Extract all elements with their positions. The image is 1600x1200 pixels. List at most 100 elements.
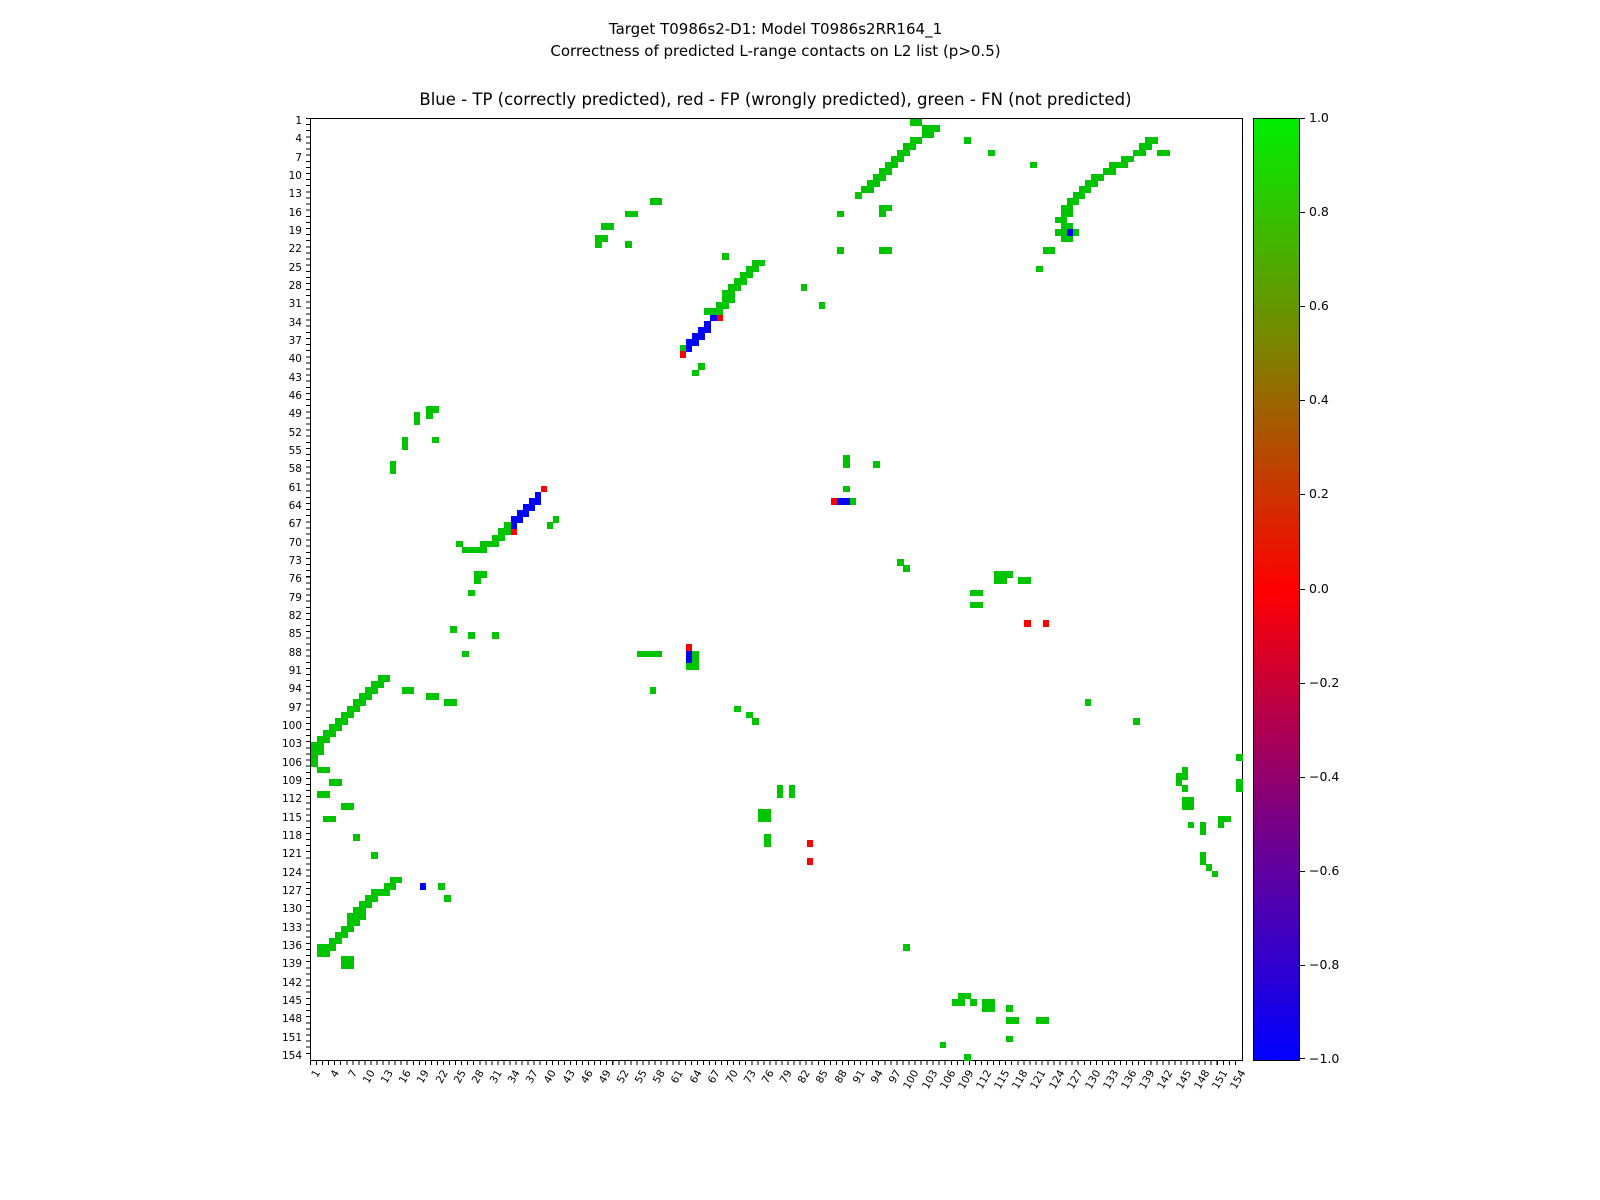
cell-fn	[1000, 577, 1007, 584]
cell-fn	[752, 717, 759, 725]
cell-fn	[909, 137, 917, 145]
cell-fn	[371, 888, 379, 896]
y-tick-label: 70	[288, 536, 302, 549]
cell-fn	[903, 149, 911, 157]
cell-fn	[740, 271, 747, 279]
cell-fn	[329, 723, 336, 731]
cell-fn	[425, 406, 433, 413]
suptitle-line2: Correctness of predicted L-range contact…	[550, 42, 1001, 60]
cell-fn	[752, 259, 759, 267]
cell-fn	[722, 296, 729, 303]
colorbar-tick-label: 0.0	[1309, 580, 1329, 596]
cell-fn	[341, 803, 348, 811]
cell-fn	[389, 876, 397, 884]
cell-fn	[1187, 821, 1195, 829]
cell-fn	[347, 913, 354, 921]
cell-fn	[746, 265, 753, 273]
cell-fn	[988, 149, 995, 157]
y-tick-label: 43	[288, 371, 302, 384]
cell-fn	[1084, 180, 1092, 187]
cell-fn	[988, 998, 995, 1006]
cell-fn	[1054, 216, 1062, 224]
cell-fn	[1181, 766, 1189, 774]
colorbar-tick	[1300, 588, 1305, 590]
cell-fn	[607, 222, 614, 230]
cell-fn	[903, 143, 911, 151]
cell-tp	[843, 497, 850, 505]
cell-fp	[540, 485, 548, 493]
cell-fn	[885, 247, 892, 255]
cell-fn	[1181, 797, 1189, 804]
cell-fn	[734, 277, 741, 285]
contact-map-plot	[310, 118, 1243, 1061]
cell-tp	[691, 338, 699, 346]
y-tick-label: 61	[288, 481, 302, 494]
cell-tp	[534, 491, 542, 499]
cell-fn	[498, 528, 506, 536]
cell-tp	[510, 522, 518, 529]
cell-fn	[359, 693, 366, 701]
cell-fn	[1235, 778, 1243, 786]
cell-fn	[335, 778, 342, 786]
cell-fn	[976, 601, 983, 609]
y-tick-label: 112	[281, 793, 302, 806]
y-tick-label: 121	[281, 848, 302, 861]
cell-fn	[800, 283, 808, 291]
cell-fn	[879, 204, 886, 212]
cell-fn	[915, 137, 923, 145]
cell-tp	[510, 516, 518, 523]
cell-fn	[371, 852, 379, 859]
cell-fn	[963, 992, 971, 1000]
cell-fn	[353, 833, 360, 841]
cell-fn	[444, 895, 451, 902]
cell-fn	[855, 192, 862, 200]
cell-tp	[685, 345, 693, 352]
cell-fn	[335, 931, 342, 939]
cell-fn	[1121, 155, 1128, 163]
cell-fn	[383, 675, 391, 682]
cell-fn	[552, 516, 560, 523]
cell-tp	[703, 326, 711, 334]
cell-fn	[1060, 204, 1068, 212]
cell-fn	[413, 418, 421, 426]
colorbar-tick-label: −0.6	[1309, 862, 1340, 878]
cell-fn	[498, 534, 506, 542]
cell-fn	[341, 711, 348, 719]
cell-fn	[1060, 210, 1068, 218]
cell-fn	[873, 180, 880, 187]
cell-fn	[758, 809, 765, 817]
cell-fn	[389, 467, 397, 474]
cell-fn	[474, 577, 481, 584]
cell-tp	[419, 882, 427, 890]
cell-tp	[516, 516, 524, 523]
cell-fn	[1199, 827, 1207, 835]
cell-fn	[722, 302, 729, 309]
cell-fn	[1000, 571, 1007, 578]
cell-fn	[1217, 821, 1225, 829]
cell-fn	[867, 180, 874, 187]
cell-fn	[595, 235, 602, 242]
cell-fn	[1066, 222, 1074, 230]
y-tick-label: 103	[281, 738, 302, 751]
cell-tp	[534, 497, 542, 505]
cell-fn	[891, 155, 898, 163]
cell-tp	[697, 332, 705, 340]
y-tick-label: 94	[288, 683, 302, 696]
y-tick-label: 67	[288, 518, 302, 531]
cell-fn	[492, 534, 499, 542]
cell-fn	[492, 540, 499, 548]
cell-fn	[371, 895, 379, 902]
y-tick-label: 151	[281, 1031, 302, 1044]
cell-fn	[468, 589, 475, 597]
cell-fn	[401, 436, 409, 444]
cell-fn	[873, 173, 880, 181]
cell-fn	[1018, 577, 1025, 584]
cell-fn	[909, 143, 917, 151]
cell-fn	[1199, 858, 1207, 866]
cell-fn	[1060, 222, 1068, 230]
cell-fn	[462, 650, 469, 658]
cell-fn	[710, 308, 717, 316]
colorbar-tick	[1300, 212, 1305, 214]
cell-fn	[746, 711, 753, 719]
